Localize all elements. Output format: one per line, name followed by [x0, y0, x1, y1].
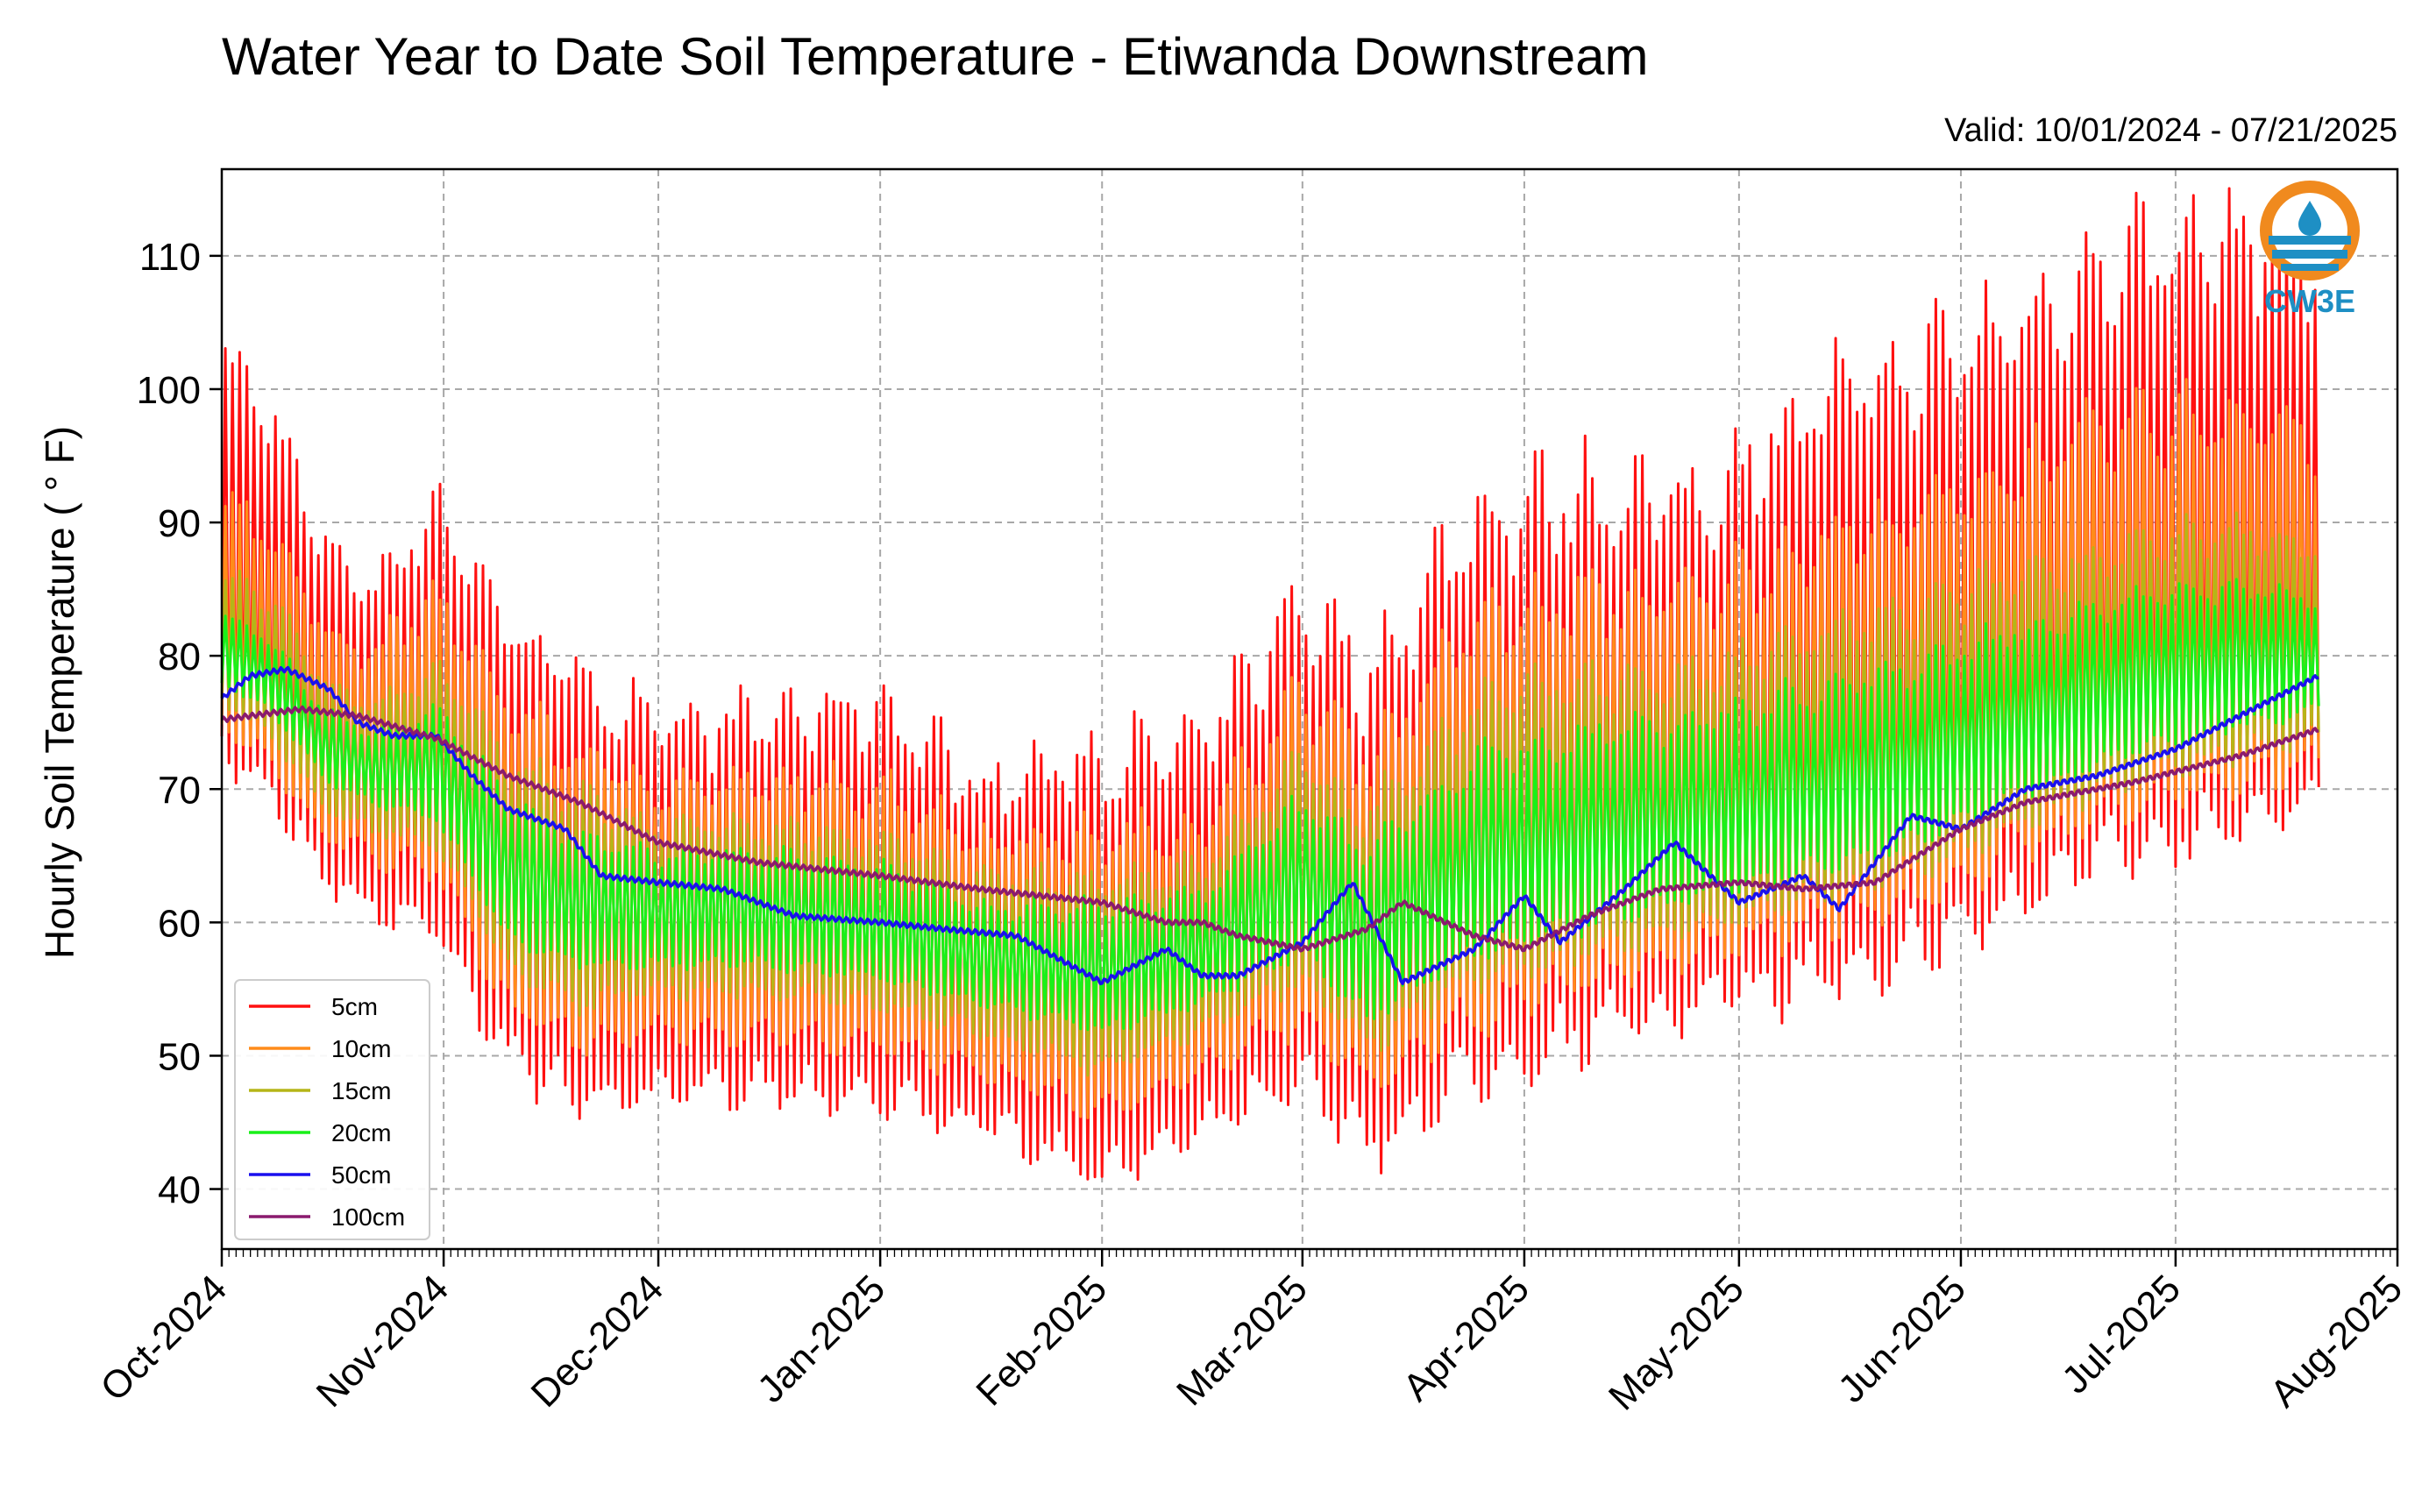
x-tick-label: Oct-2024 [92, 1267, 235, 1409]
y-tick-label: 60 [158, 902, 201, 945]
y-tick-label: 90 [158, 502, 201, 545]
series-100cm-line [220, 705, 2319, 953]
cw3e-logo: CW3E [2253, 180, 2367, 320]
legend: 5cm 10cm 15cm 20cm 50cm 100cm [234, 979, 430, 1240]
x-tick-label: Aug-2025 [2262, 1267, 2411, 1416]
x-tick-label: Mar-2025 [1168, 1267, 1316, 1414]
x-tick-label: Nov-2024 [309, 1267, 458, 1416]
y-tick-label: 40 [158, 1169, 201, 1212]
data-series [220, 187, 2320, 1182]
legend-label-20cm: 20cm [331, 1119, 391, 1146]
y-tick-label: 110 [139, 236, 201, 279]
legend-label-50cm: 50cm [331, 1161, 391, 1189]
chart-subtitle: Valid: 10/01/2024 - 07/21/2025 [1944, 112, 2397, 149]
x-tick-label: Jul-2025 [2054, 1267, 2189, 1402]
legend-label-5cm: 5cm [331, 993, 378, 1020]
x-tick-label: Feb-2025 [968, 1267, 1115, 1414]
series-20cm-line [220, 578, 2320, 1032]
water-drop-icon [2260, 181, 2360, 280]
legend-label-15cm: 15cm [331, 1077, 391, 1104]
x-tick-label: Dec-2024 [523, 1267, 672, 1416]
x-minor-ticks [221, 1249, 2398, 1257]
x-tick-label: Jan-2025 [749, 1267, 893, 1410]
plot-frame [220, 167, 2399, 1251]
x-tick-label: Apr-2025 [1395, 1267, 1538, 1409]
y-tick-label: 70 [158, 769, 201, 812]
chart-title: Water Year to Date Soil Temperature - Et… [222, 27, 1649, 86]
x-tick-label: May-2025 [1601, 1267, 1752, 1418]
y-tick-label: 80 [158, 635, 201, 678]
x-tick-label: Jun-2025 [1830, 1267, 1974, 1410]
y-tick-label: 50 [158, 1035, 201, 1078]
logo-text: CW3E [2263, 283, 2355, 319]
legend-label-100cm: 100cm [331, 1203, 405, 1231]
y-tick-label: 100 [137, 369, 201, 412]
legend-label-10cm: 10cm [331, 1035, 391, 1062]
